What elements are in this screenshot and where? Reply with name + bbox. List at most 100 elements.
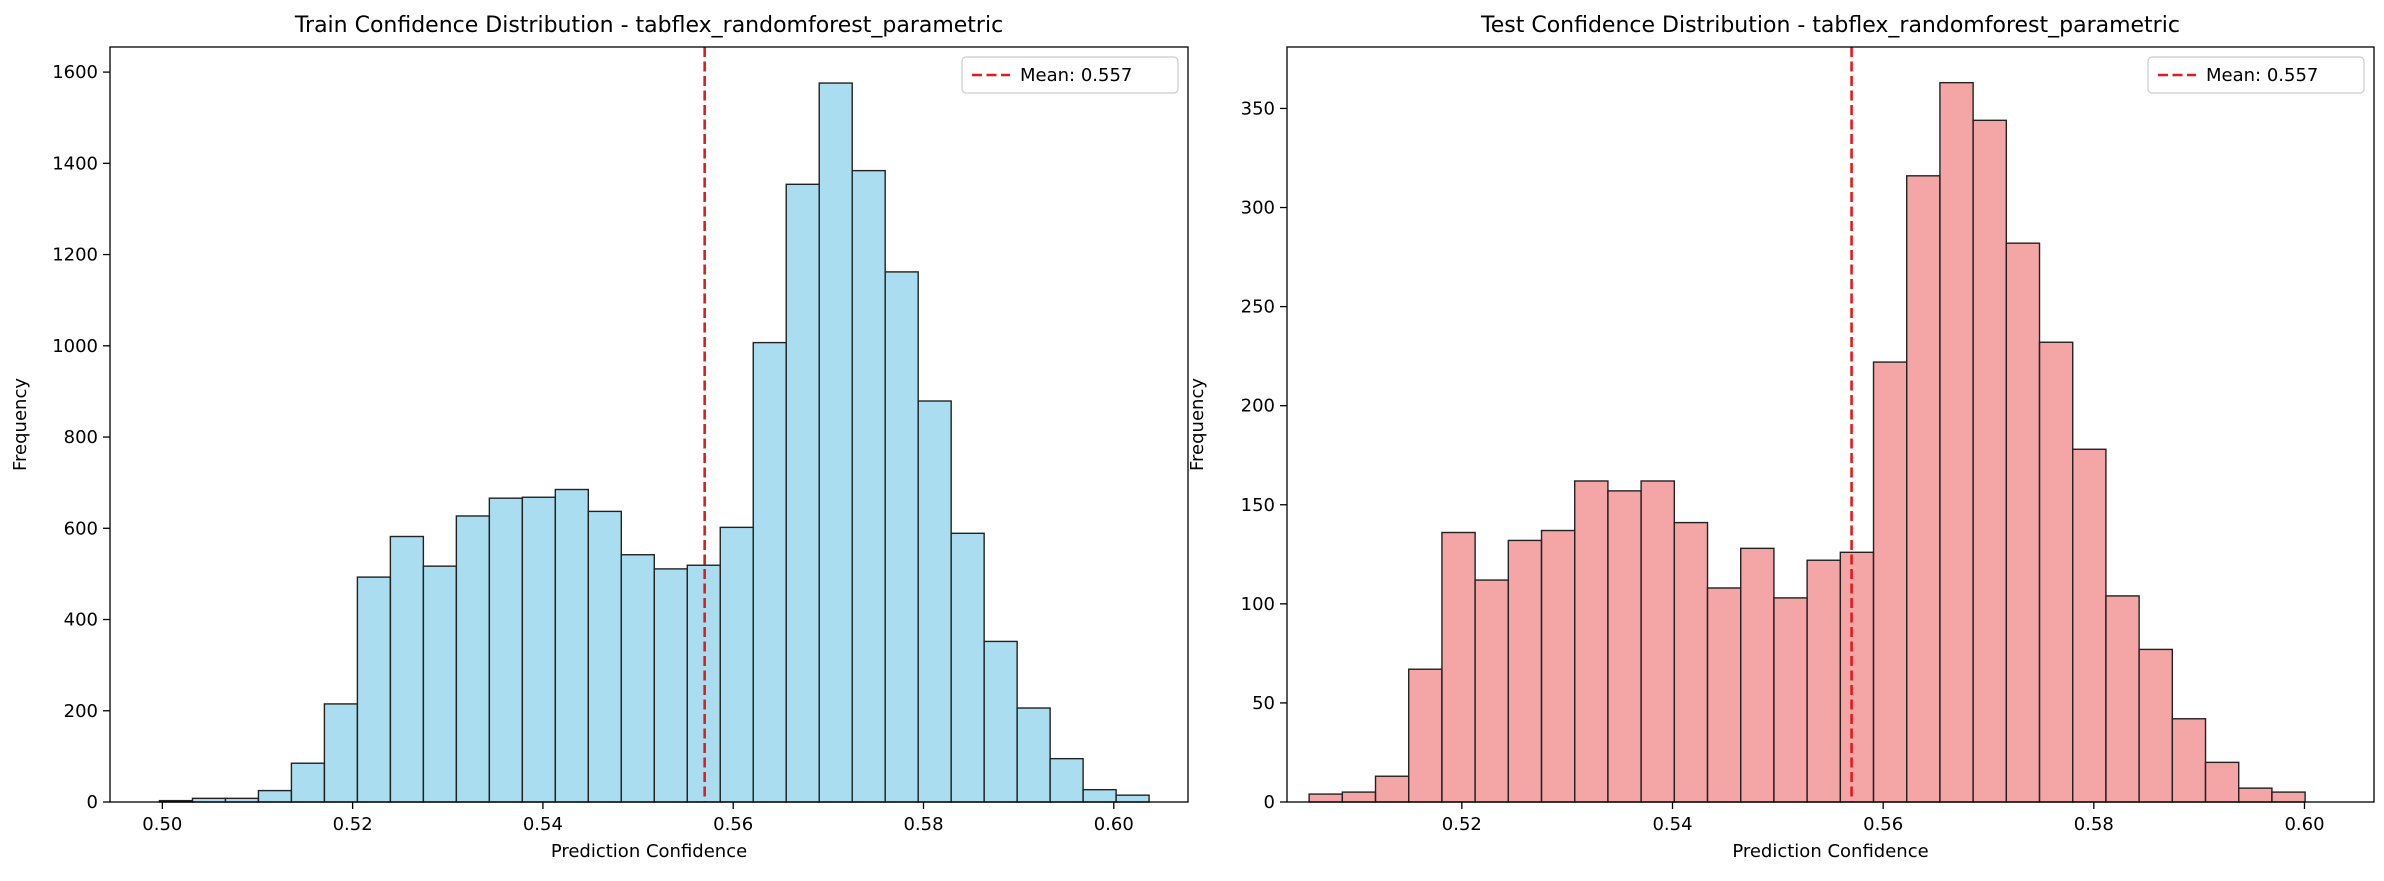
y-tick-label: 1600	[52, 62, 98, 83]
x-tick-label: 0.56	[1863, 814, 1903, 835]
histogram-bar	[818, 82, 853, 803]
y-tick-label: 0	[1264, 792, 1275, 813]
histogram-bar	[1308, 793, 1344, 803]
y-tick-label: 600	[64, 518, 98, 539]
chart-title: Test Confidence Distribution - tabflex_r…	[1480, 13, 2180, 38]
x-tick-label: 0.54	[1652, 814, 1692, 835]
histogram-bar	[1540, 529, 1576, 803]
histogram-bar	[1374, 775, 1410, 803]
histogram-bar	[2072, 448, 2107, 803]
histogram-bar	[983, 640, 1018, 803]
histogram-bar	[2271, 791, 2306, 803]
x-axis-label: Prediction Confidence	[1732, 841, 1928, 862]
histogram-bar	[752, 341, 787, 803]
histogram-bar	[587, 510, 622, 803]
histogram-bar	[1972, 119, 2008, 803]
y-tick-label: 1200	[52, 245, 98, 266]
legend: Mean: 0.557	[2147, 56, 2365, 94]
x-axis: 0.52 0.54 0.56 0.58 0.60	[1442, 802, 2325, 835]
y-axis-label: Frequency	[1187, 378, 1208, 471]
legend: Mean: 0.557	[961, 56, 1179, 94]
histogram-bar	[1341, 791, 1377, 803]
histogram-bar	[1906, 175, 1941, 803]
histogram-bar	[785, 183, 820, 803]
x-tick-label: 0.56	[713, 814, 753, 835]
x-tick-label: 0.54	[523, 814, 563, 835]
histogram-bar	[1607, 490, 1642, 803]
histogram-bar	[620, 554, 655, 803]
histogram-bar	[1016, 707, 1051, 803]
y-tick-label: 150	[1241, 495, 1275, 516]
histogram-bar	[1474, 579, 1510, 803]
histogram-bar	[1082, 788, 1117, 803]
chart-title: Train Confidence Distribution - tabflex_…	[294, 13, 1003, 38]
histogram-bar	[1441, 531, 1476, 803]
histogram-bar	[488, 497, 524, 803]
histogram-bar	[1939, 81, 1974, 803]
histogram-bar	[2038, 341, 2074, 803]
histogram-bar	[1673, 521, 1709, 803]
legend-box	[2147, 56, 2365, 94]
histogram-bar	[554, 488, 590, 803]
axes-frame	[1286, 46, 2375, 803]
histogram-bar	[1706, 587, 1742, 803]
y-tick-label: 200	[1241, 396, 1275, 417]
x-tick-label: 0.60	[1094, 814, 1134, 835]
x-axis-label: Prediction Confidence	[551, 841, 747, 862]
y-tick-label: 100	[1241, 594, 1275, 615]
y-axis: 0 200 400 600 800 1000 1200 1400 1600	[52, 62, 110, 813]
x-tick-label: 0.50	[142, 814, 182, 835]
histogram-bar	[1115, 794, 1150, 803]
y-tick-label: 0	[87, 792, 98, 813]
train-histogram-panel: Train Confidence Distribution - tabflex_…	[10, 13, 1189, 862]
x-tick-label: 0.52	[1442, 814, 1482, 835]
x-tick-label: 0.60	[2284, 814, 2324, 835]
x-tick-label: 0.58	[2074, 814, 2114, 835]
histogram-bar	[257, 789, 293, 803]
y-tick-label: 300	[1241, 198, 1275, 219]
axes-frame	[109, 46, 1189, 803]
y-tick-label: 400	[64, 610, 98, 631]
histogram-bar	[455, 515, 491, 803]
histogram-bar	[290, 762, 326, 803]
y-tick-label: 200	[64, 701, 98, 722]
histogram-bar	[2105, 595, 2140, 803]
histogram-bar	[1574, 480, 1609, 803]
y-tick-label: 250	[1241, 297, 1275, 318]
y-axis-label: Frequency	[10, 378, 31, 471]
histogram-bar	[2204, 761, 2240, 803]
histogram-bar	[1872, 361, 1908, 803]
histogram-bar	[356, 576, 392, 803]
test-histogram-panel: Test Confidence Distribution - tabflex_r…	[1187, 13, 2375, 862]
y-axis: 0 50 100 150 200 250 300 350	[1241, 98, 1287, 813]
histogram-bar	[1773, 597, 1808, 803]
histogram-bar	[422, 565, 458, 803]
histogram-bar	[719, 526, 754, 803]
x-axis: 0.50 0.52 0.54 0.56 0.58 0.60	[142, 802, 1134, 835]
histogram-bars	[1308, 81, 2306, 803]
y-tick-label: 800	[64, 427, 98, 448]
histogram-bar	[884, 271, 919, 803]
histogram-bar	[2171, 718, 2207, 803]
histogram-bar	[2238, 787, 2273, 803]
histogram-bar	[653, 568, 688, 803]
histogram-bar	[1507, 539, 1543, 803]
histogram-bar	[1839, 551, 1875, 803]
y-tick-label: 1000	[52, 336, 98, 357]
y-tick-label: 350	[1241, 98, 1275, 119]
histogram-bar	[2138, 648, 2174, 803]
histogram-bar	[1740, 547, 1775, 803]
histogram-bar	[851, 169, 886, 803]
histogram-bar	[950, 532, 985, 803]
y-tick-label: 1400	[52, 153, 98, 174]
legend-mean-label: Mean: 0.557	[2206, 65, 2318, 86]
x-tick-label: 0.58	[903, 814, 943, 835]
histogram-bar	[1408, 668, 1443, 803]
histogram-bars	[158, 82, 1150, 803]
histogram-bar	[389, 535, 425, 803]
histogram-bar	[521, 496, 557, 803]
histogram-bar	[1640, 480, 1676, 803]
histogram-bar	[323, 703, 359, 803]
histogram-bar	[2005, 242, 2041, 803]
